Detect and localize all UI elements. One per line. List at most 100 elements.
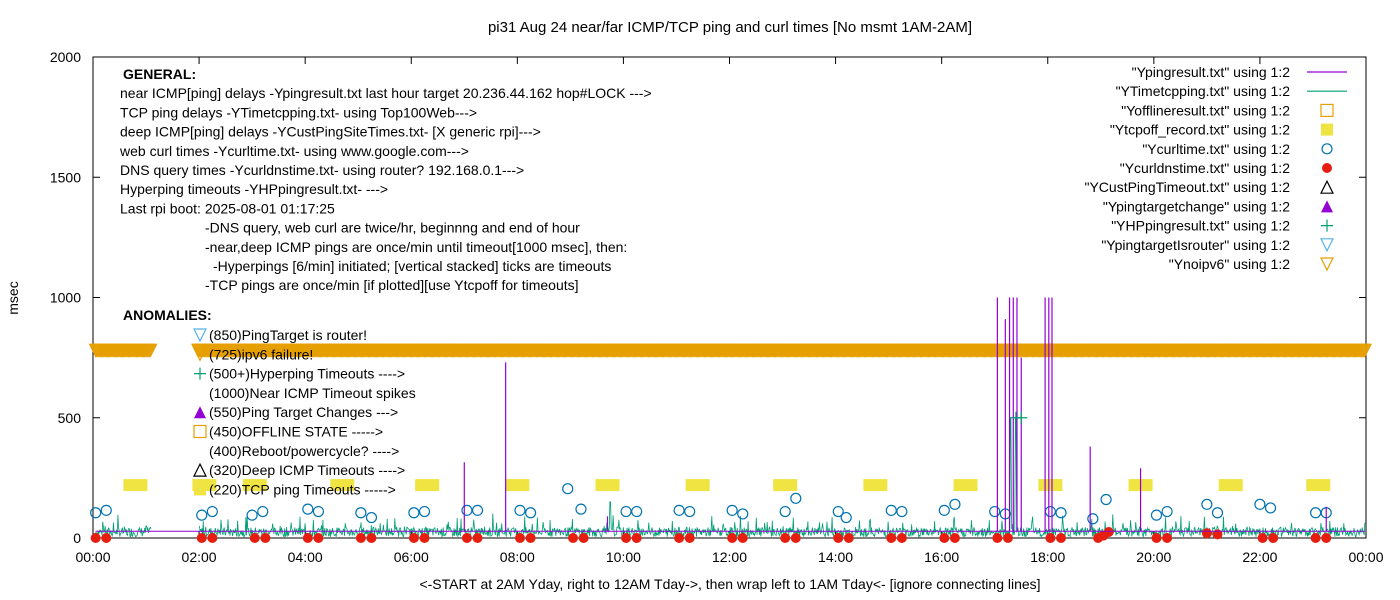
curltime-marker xyxy=(575,503,587,515)
legend-label: "Ypingtargetchange" using 1:2 xyxy=(1103,198,1290,214)
curltime-marker xyxy=(471,504,484,516)
dnstime-marker xyxy=(780,533,791,543)
curltime-marker xyxy=(1211,507,1224,519)
dnstime-marker xyxy=(992,533,1003,543)
dnstime-marker xyxy=(196,533,207,543)
anomaly-item: (550)Ping Target Changes ---> xyxy=(209,404,398,420)
legend-marker xyxy=(1322,163,1332,173)
dnstime-marker xyxy=(1212,529,1223,540)
dnstime-marker xyxy=(1056,533,1067,543)
tcpoff-marker xyxy=(863,479,888,492)
dnstime-marker xyxy=(621,533,632,543)
legend-label: "Ycurltime.txt" using 1:2 xyxy=(1142,141,1290,157)
dnstime-marker xyxy=(408,533,419,543)
legend-marker xyxy=(1321,200,1333,213)
anomaly-item: (320)Deep ICMP Timeouts ----> xyxy=(209,462,405,478)
curltime-marker xyxy=(100,504,112,516)
legend-label: "Ycurldnstime.txt" using 1:2 xyxy=(1120,160,1290,176)
curltime-marker xyxy=(312,505,325,518)
tcpoff-marker xyxy=(685,479,710,492)
curltime-marker xyxy=(1087,513,1099,525)
general-note: DNS query times -Ycurldnstime.txt- using… xyxy=(120,162,524,178)
legend-marker xyxy=(1320,179,1334,194)
dnstime-marker xyxy=(514,533,525,543)
curltime-marker xyxy=(196,509,208,521)
x-tick-label: 14:00 xyxy=(818,549,853,565)
general-note: -TCP pings are once/min [if plotted][use… xyxy=(205,277,579,293)
dnstime-marker xyxy=(472,533,483,543)
anomaly-item: (220)TCP ping Timeouts -----> xyxy=(209,481,396,497)
dnstime-marker xyxy=(737,533,748,543)
dnstime-marker xyxy=(419,533,430,543)
dnstime-marker xyxy=(1310,533,1321,543)
legend-label: "YpingtargetIsrouter" using 1:2 xyxy=(1101,237,1290,253)
dnstime-marker xyxy=(249,533,260,543)
y-tick-label: 1000 xyxy=(50,290,81,306)
curltime-marker xyxy=(989,505,1001,518)
dnstime-marker xyxy=(578,533,589,543)
anomalies-panel: ANOMALIES: (850)PingTarget is router! (725… xyxy=(123,307,416,497)
curltime-marker xyxy=(418,505,431,518)
curltime-marker xyxy=(1055,507,1067,519)
x-tick-label: 04:00 xyxy=(288,549,323,565)
tcpoff-marker xyxy=(1218,479,1243,492)
curltime-marker xyxy=(1310,507,1322,519)
general-note: web curl times -Ycurltime.txt- using www… xyxy=(119,143,469,159)
anomaly-marker xyxy=(194,483,206,496)
dnstime-marker xyxy=(207,533,218,543)
curltime-marker xyxy=(737,508,749,520)
y-tick-label: 500 xyxy=(58,410,82,426)
dnstime-marker xyxy=(260,533,271,543)
curltime-marker xyxy=(1201,498,1213,510)
dnstime-marker xyxy=(366,533,377,543)
curltime-marker xyxy=(684,505,696,518)
dnstime-marker xyxy=(1103,526,1114,537)
legend-label: "Yofflineresult.txt" using 1:2 xyxy=(1121,102,1290,118)
x-tick-label: 20:00 xyxy=(1136,549,1171,565)
curltime-marker xyxy=(524,507,537,519)
y-tick-label: 1500 xyxy=(50,169,81,185)
curltime-marker xyxy=(726,504,738,516)
dnstime-marker xyxy=(790,533,801,543)
dnstime-marker xyxy=(355,533,366,543)
curltime-marker xyxy=(1100,493,1112,506)
curltime-marker xyxy=(1150,509,1163,521)
general-note: -DNS query, web curl are twice/hr, begin… xyxy=(205,220,580,236)
tcpoff-marker xyxy=(242,479,267,492)
y-tick-label: 2000 xyxy=(50,49,81,65)
anomaly-marker xyxy=(193,462,207,477)
notes-panel: GENERAL: near ICMP[ping] delays -Ypingres… xyxy=(119,66,652,293)
dnstime-marker xyxy=(1201,528,1212,539)
legend-label: "Ypingresult.txt" using 1:2 xyxy=(1132,64,1291,80)
curltime-marker xyxy=(1161,505,1173,518)
legend-label: "Ytcpoff_record.txt" using 1:2 xyxy=(1110,122,1290,138)
general-note: -near,deep ICMP pings are once/min until… xyxy=(205,239,627,255)
tcpoff-marker xyxy=(123,479,148,492)
general-note: TCP ping delays -YTimetcpping.txt- using… xyxy=(120,104,477,120)
tcpoff-marker xyxy=(773,479,798,492)
general-note: deep ICMP[ping] delays -YCustPingSiteTim… xyxy=(120,124,541,140)
dnstime-marker xyxy=(1151,533,1162,543)
curltime-marker xyxy=(938,504,950,516)
curltime-marker xyxy=(631,505,643,518)
anomaly-marker xyxy=(193,347,207,362)
curltime-marker xyxy=(1254,498,1266,510)
curltime-marker xyxy=(355,507,367,519)
curltime-marker xyxy=(90,507,102,519)
dnstime-marker xyxy=(90,533,101,543)
legend-label: "YCustPingTimeout.txt" using 1:2 xyxy=(1084,179,1290,195)
dnstime-marker xyxy=(727,533,738,543)
y-axis: 0 500 1000 1500 2000 xyxy=(50,49,1366,546)
general-heading: GENERAL: xyxy=(123,66,196,82)
dnstime-marker xyxy=(1162,533,1173,543)
curltime-marker xyxy=(562,483,574,495)
curltime-marker xyxy=(1264,502,1277,514)
tcpoff-marker xyxy=(415,479,440,492)
curltime-marker xyxy=(832,505,844,518)
x-axis: 00:00 02:00 04:00 06:00 08:00 10:00 12:00 14:00… xyxy=(75,57,1384,565)
x-axis-label: <-START at 2AM Yday, right to 12AM Tday-… xyxy=(419,576,1040,592)
legend-marker xyxy=(1321,219,1333,232)
general-note: near ICMP[ping] delays -Ypingresult.txt … xyxy=(120,85,652,101)
curltime-marker xyxy=(514,504,526,516)
